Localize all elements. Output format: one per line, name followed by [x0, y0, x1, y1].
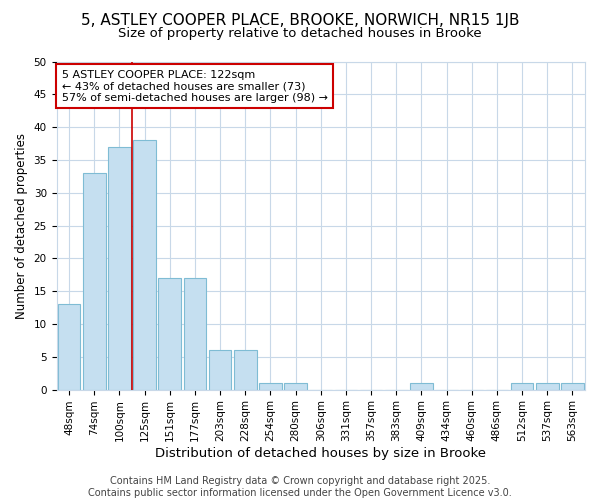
Bar — [234, 350, 257, 390]
Bar — [536, 383, 559, 390]
Text: 5 ASTLEY COOPER PLACE: 122sqm
← 43% of detached houses are smaller (73)
57% of s: 5 ASTLEY COOPER PLACE: 122sqm ← 43% of d… — [62, 70, 328, 103]
Text: Contains HM Land Registry data © Crown copyright and database right 2025.
Contai: Contains HM Land Registry data © Crown c… — [88, 476, 512, 498]
Text: Size of property relative to detached houses in Brooke: Size of property relative to detached ho… — [118, 28, 482, 40]
Y-axis label: Number of detached properties: Number of detached properties — [15, 132, 28, 318]
Text: 5, ASTLEY COOPER PLACE, BROOKE, NORWICH, NR15 1JB: 5, ASTLEY COOPER PLACE, BROOKE, NORWICH,… — [81, 12, 519, 28]
Bar — [259, 383, 282, 390]
Bar — [561, 383, 584, 390]
Bar — [58, 304, 80, 390]
Bar — [284, 383, 307, 390]
Bar — [158, 278, 181, 390]
Bar — [410, 383, 433, 390]
Bar — [133, 140, 156, 390]
Bar — [209, 350, 232, 390]
X-axis label: Distribution of detached houses by size in Brooke: Distribution of detached houses by size … — [155, 447, 486, 460]
Bar — [108, 147, 131, 390]
Bar — [83, 173, 106, 390]
Bar — [511, 383, 533, 390]
Bar — [184, 278, 206, 390]
